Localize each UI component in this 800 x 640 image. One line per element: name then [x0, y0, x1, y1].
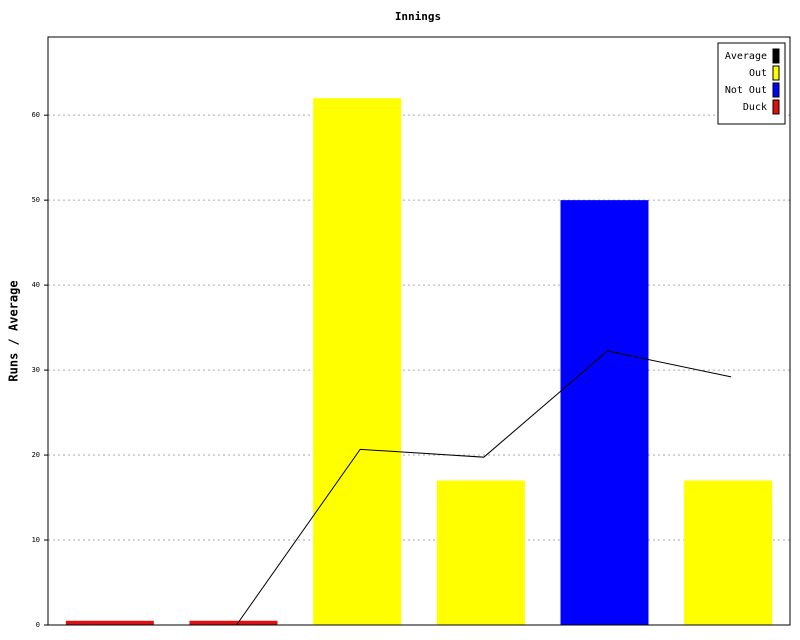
legend-label: Out [749, 68, 767, 79]
bar [436, 480, 525, 625]
bar [189, 620, 278, 625]
chart-title: Innings [395, 10, 441, 23]
bar [560, 200, 649, 625]
plot-border [47, 36, 791, 626]
legend-label: Average [725, 51, 767, 62]
y-tick-label: 20 [32, 451, 40, 459]
legend-swatch [772, 65, 780, 81]
legend-label: Duck [743, 102, 767, 113]
legend-swatch [772, 48, 780, 64]
y-tick-label: 0 [36, 621, 40, 629]
y-tick-label: 50 [32, 196, 40, 204]
y-tick-label: 30 [32, 366, 40, 374]
average-line [236, 350, 732, 626]
legend-swatch [772, 99, 780, 115]
bar [65, 620, 154, 625]
y-tick-label: 60 [32, 111, 40, 119]
y-tick-label: 40 [32, 281, 40, 289]
y-tick-label: 10 [32, 536, 40, 544]
legend-swatch [772, 82, 780, 98]
legend-label: Not Out [725, 85, 767, 96]
bar [684, 480, 773, 625]
bar [313, 98, 402, 625]
y-axis-label: Runs / Average [7, 280, 21, 381]
